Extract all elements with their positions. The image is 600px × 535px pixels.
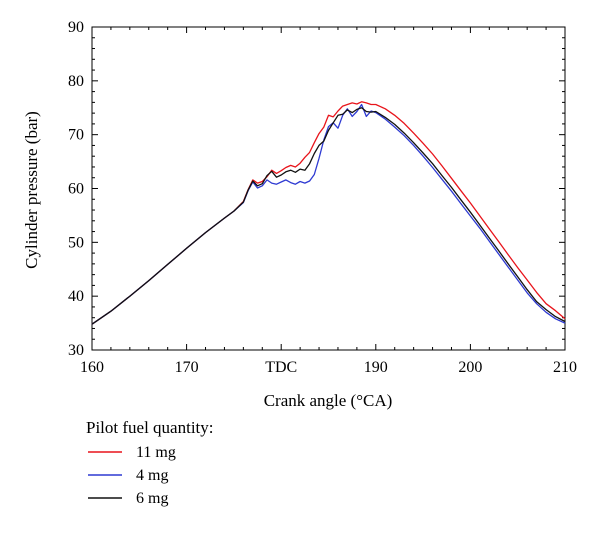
legend: Pilot fuel quantity: 11 mg 4 mg 6 mg [86, 418, 214, 507]
y-axis: 30 40 50 60 70 80 90 [68, 19, 565, 359]
plot-area: 160 170 TDC 190 200 210 30 40 50 60 70 80 90 [68, 19, 577, 376]
legend-entries: 11 mg 4 mg 6 mg [88, 444, 176, 507]
series-line-11-mg [91, 101, 566, 325]
x-tick-label: 210 [553, 359, 577, 376]
y-tick-label: 80 [68, 73, 84, 90]
x-tick-label: 160 [80, 359, 104, 376]
plot-frame [91, 26, 566, 351]
y-tick-label: 50 [68, 234, 84, 251]
x-tick-label: TDC [265, 359, 297, 376]
series-line-6-mg [91, 107, 566, 325]
y-tick-label: 60 [68, 181, 84, 198]
legend-label: 11 mg [136, 444, 176, 461]
series-line-4-mg [91, 103, 566, 325]
y-tick-label: 30 [68, 342, 84, 359]
series-lines [91, 101, 566, 325]
x-axis: 160 170 TDC 190 200 210 [80, 27, 577, 376]
legend-label: 6 mg [136, 490, 168, 507]
legend-label: 4 mg [136, 467, 168, 484]
y-tick-label: 40 [68, 288, 84, 305]
x-tick-label: 170 [175, 359, 199, 376]
x-axis-label: Crank angle (°CA) [264, 391, 393, 410]
y-axis-label: Cylinder pressure (bar) [22, 111, 41, 269]
legend-title: Pilot fuel quantity: [86, 418, 214, 437]
x-tick-label: 200 [458, 359, 482, 376]
y-tick-label: 70 [68, 127, 84, 144]
y-tick-label: 90 [68, 19, 84, 36]
x-tick-label: 190 [364, 359, 388, 376]
